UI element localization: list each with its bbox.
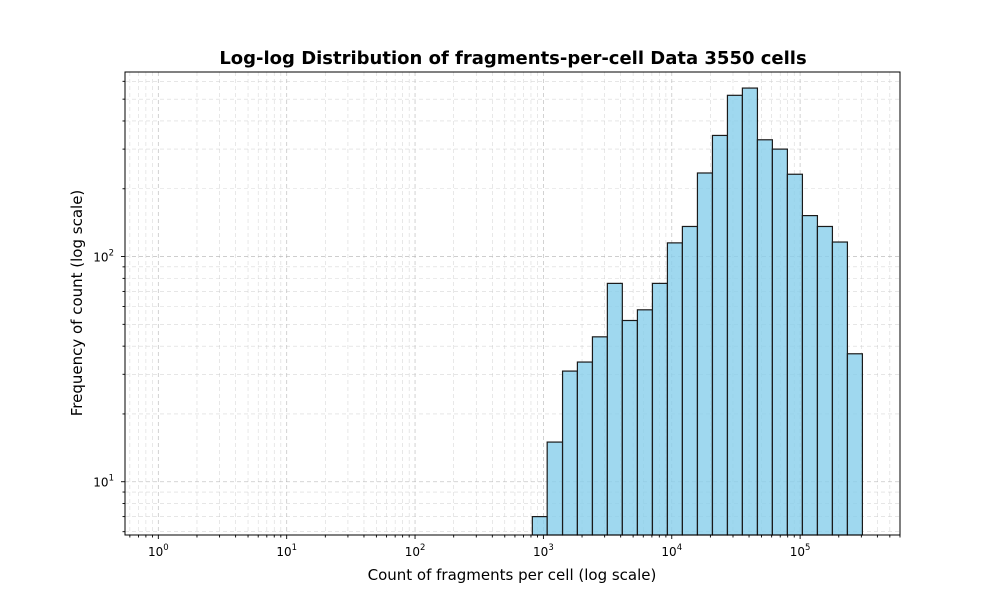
histogram-bar: [531, 516, 548, 536]
y-axis-label: Frequency of count (log scale): [68, 190, 86, 417]
histogram-bar: [621, 319, 639, 536]
histogram-bar: [561, 370, 578, 536]
histogram-bar: [636, 309, 654, 536]
x-tick-label: 104: [661, 543, 682, 559]
x-tick-label: 101: [276, 543, 297, 559]
plot-frame: [124, 71, 901, 536]
histogram-bar: [546, 441, 564, 536]
x-tick-label: 103: [533, 543, 554, 559]
x-tick-label: 105: [790, 543, 811, 559]
histogram-bar: [651, 282, 669, 536]
histogram-bar: [666, 242, 683, 536]
histogram-bar: [591, 336, 608, 536]
histogram-bar: [756, 139, 773, 536]
x-tick-label: 100: [148, 543, 169, 559]
y-tick-label: 101: [93, 474, 114, 490]
histogram-bar: [831, 241, 849, 536]
axis-ticks: 100 101 102 103 104 105 101 102: [93, 80, 901, 559]
histogram-bar: [786, 173, 804, 536]
histogram-bars: [531, 87, 864, 536]
histogram-bar: [696, 172, 714, 536]
histogram-bar: [576, 361, 594, 536]
histogram-bar: [771, 148, 788, 536]
chart-title: Log-log Distribution of fragments-per-ce…: [219, 48, 806, 69]
histogram-bar: [711, 134, 729, 536]
histogram-bar: [741, 87, 759, 536]
histogram-bar: [801, 214, 819, 536]
histogram-bar: [846, 353, 864, 536]
x-tick-label: 102: [405, 543, 426, 559]
y-tick-label: 102: [93, 249, 114, 265]
histogram-bar: [816, 225, 834, 536]
histogram-bar: [726, 94, 743, 536]
histogram-bar: [606, 282, 623, 536]
x-axis-label: Count of fragments per cell (log scale): [368, 566, 657, 584]
histogram-bar: [681, 225, 699, 536]
